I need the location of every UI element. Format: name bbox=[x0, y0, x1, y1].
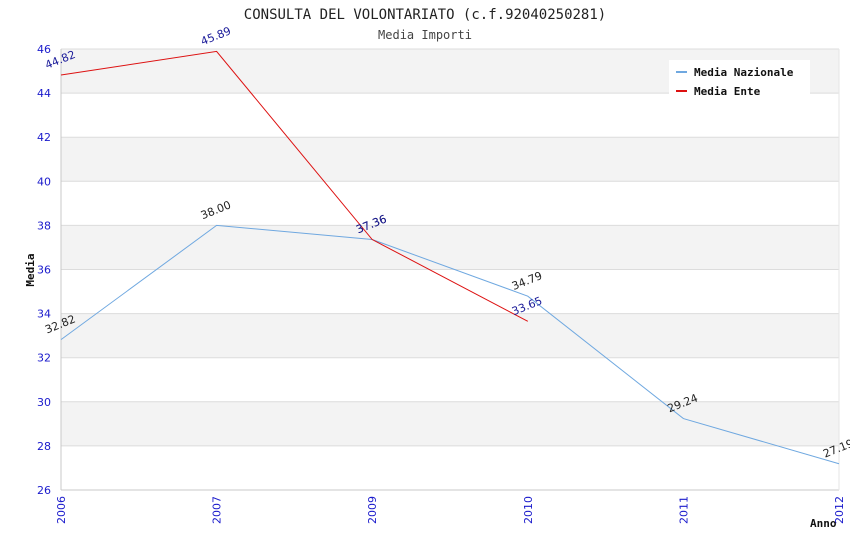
chart-subtitle: Media Importi bbox=[378, 28, 472, 42]
legend: Media Nazionale Media Ente bbox=[669, 60, 810, 98]
plot-band bbox=[61, 445, 839, 490]
plot-band bbox=[61, 93, 839, 138]
y-tick-label: 32 bbox=[37, 352, 51, 365]
legend-box bbox=[669, 60, 810, 98]
y-tick-label: 40 bbox=[37, 175, 51, 188]
x-tick-label: 2006 bbox=[55, 496, 68, 524]
plot-band bbox=[61, 269, 839, 314]
y-tick-label: 26 bbox=[37, 484, 51, 497]
y-tick-label: 46 bbox=[37, 43, 51, 56]
y-tick-label: 36 bbox=[37, 264, 51, 277]
y-tick-label: 38 bbox=[37, 219, 51, 232]
plot-background bbox=[61, 49, 839, 490]
plot-band bbox=[61, 137, 839, 182]
x-axis-ticks: 2006 2007 2009 2010 2011 2012 bbox=[55, 496, 846, 524]
x-tick-label: 2011 bbox=[677, 496, 690, 524]
chart-title: CONSULTA DEL VOLONTARIATO (c.f.920402502… bbox=[244, 7, 606, 23]
gridlines bbox=[60, 48, 840, 491]
x-tick-label: 2010 bbox=[522, 496, 535, 524]
x-tick-label: 2012 bbox=[833, 496, 846, 524]
y-axis-label: Media bbox=[24, 253, 37, 286]
x-tick-label: 2007 bbox=[211, 496, 224, 524]
series-lines bbox=[60, 50, 840, 465]
x-tick-label: 2009 bbox=[366, 496, 379, 524]
plot-band bbox=[61, 181, 839, 226]
legend-label: Media Ente bbox=[694, 85, 761, 98]
y-tick-label: 42 bbox=[37, 131, 51, 144]
plot-band bbox=[61, 357, 839, 402]
series-line-0 bbox=[60, 224, 840, 465]
y-tick-label: 28 bbox=[37, 440, 51, 453]
y-tick-label: 34 bbox=[37, 308, 51, 321]
legend-label: Media Nazionale bbox=[694, 66, 794, 79]
plot-band bbox=[61, 401, 839, 446]
plot-band bbox=[61, 225, 839, 270]
data-label: 45.89 bbox=[199, 24, 233, 48]
y-axis-ticks: 26 28 30 32 34 36 38 40 42 44 46 bbox=[37, 43, 51, 497]
y-tick-label: 30 bbox=[37, 396, 51, 409]
y-tick-label: 44 bbox=[37, 87, 51, 100]
x-axis-label: Anno bbox=[810, 517, 837, 530]
series-line-1 bbox=[60, 50, 529, 322]
plot-band bbox=[61, 313, 839, 358]
